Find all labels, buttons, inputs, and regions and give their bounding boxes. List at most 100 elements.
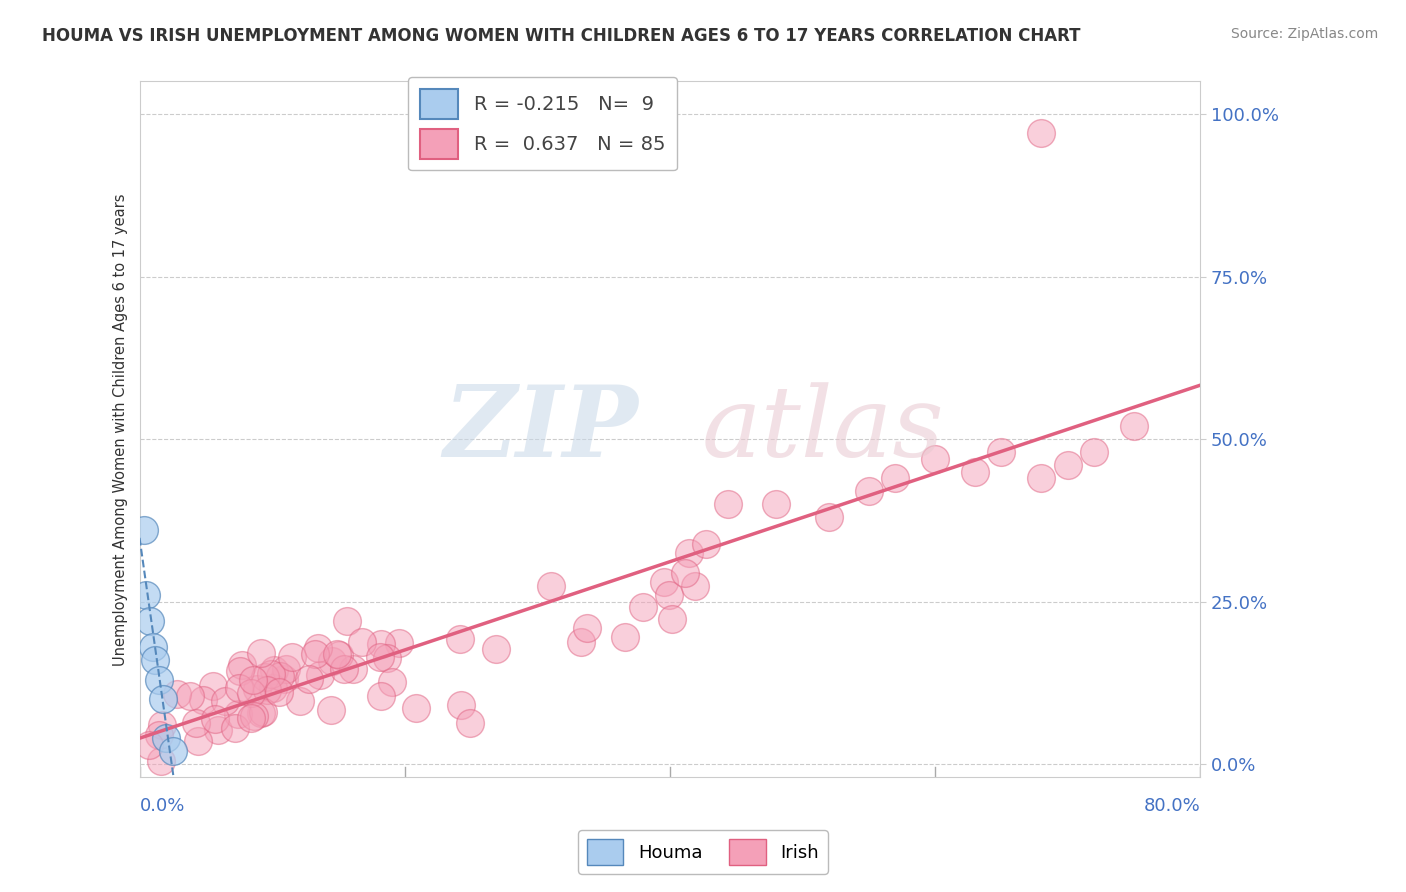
Point [148,728,170,742]
Point [179,689,201,703]
Point [226,706,249,721]
Point [240,711,263,725]
Point [370,637,392,651]
Point [450,698,472,713]
Point [184,716,207,731]
Point [242,673,264,688]
Point [162,744,184,758]
Point [204,712,226,726]
Point [658,588,681,602]
Point [858,484,880,499]
Point [256,683,278,698]
Point [717,497,740,511]
Point [319,703,342,717]
Point [269,669,291,683]
Point [1029,127,1052,141]
Point [207,723,229,737]
Point [368,649,391,664]
Point [381,674,404,689]
Text: 80.0%: 80.0% [1143,797,1201,814]
Point [569,635,592,649]
Point [695,537,717,551]
Point [765,497,787,511]
Point [260,667,283,681]
Point [273,672,295,686]
Y-axis label: Unemployment Among Women with Children Ages 6 to 17 years: Unemployment Among Women with Children A… [114,194,128,665]
Point [288,694,311,708]
Point [575,621,598,635]
Point [139,614,162,628]
Point [145,653,167,667]
Point [298,672,321,686]
Point [1056,458,1078,472]
Point [652,575,675,590]
Point [614,630,637,644]
Point [252,705,274,719]
Point [818,510,841,524]
Point [342,662,364,676]
Point [333,662,356,676]
Point [484,642,506,657]
Point [884,471,907,485]
Point [243,709,266,723]
Point [1083,445,1105,459]
Legend: R = -0.215   N=  9, R =  0.637   N = 85: R = -0.215 N= 9, R = 0.637 N = 85 [408,78,678,170]
Point [924,451,946,466]
Point [540,578,562,592]
Point [253,670,276,684]
Point [155,731,177,746]
Point [138,738,160,752]
Text: atlas: atlas [702,382,945,477]
Point [631,599,654,614]
Point [250,646,273,660]
Point [152,692,174,706]
Point [262,681,284,695]
Point [228,681,250,695]
Point [229,664,252,678]
Point [269,685,291,699]
Point [150,718,173,732]
Point [304,647,326,661]
Point [683,579,706,593]
Point [224,721,246,735]
Point [370,689,392,703]
Point [661,612,683,626]
Point [678,546,700,560]
Point [191,693,214,707]
Point [325,647,347,661]
Point [309,668,332,682]
Point [449,632,471,646]
Point [276,661,298,675]
Point [239,686,262,700]
Point [250,706,273,721]
Text: ZIP: ZIP [443,381,638,477]
Point [307,640,329,655]
Point [142,640,165,655]
Point [321,654,343,668]
Point [281,649,304,664]
Point [263,663,285,677]
Point [201,679,224,693]
Point [135,588,157,602]
Point [150,754,173,768]
Point [1122,419,1144,434]
Point [405,701,427,715]
Point [1029,471,1052,485]
Point [458,716,481,731]
Point [148,673,170,687]
Text: Source: ZipAtlas.com: Source: ZipAtlas.com [1230,27,1378,41]
Point [187,733,209,747]
Point [336,614,359,628]
Point [388,636,411,650]
Legend: Houma, Irish: Houma, Irish [578,830,828,874]
Point [352,635,374,649]
Point [214,694,236,708]
Point [328,648,350,662]
Point [231,658,253,673]
Point [166,687,188,701]
Point [375,651,398,665]
Point [990,445,1012,459]
Point [132,523,155,537]
Point [246,681,269,696]
Text: 0.0%: 0.0% [139,797,186,814]
